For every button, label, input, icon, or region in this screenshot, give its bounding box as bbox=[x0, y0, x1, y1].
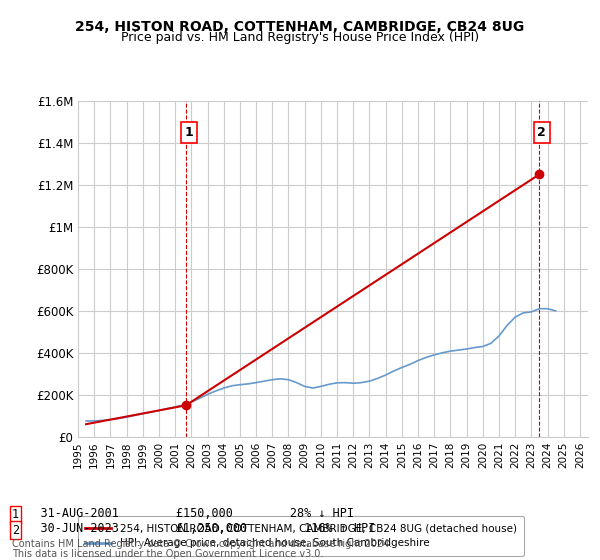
Text: Price paid vs. HM Land Registry's House Price Index (HPI): Price paid vs. HM Land Registry's House … bbox=[121, 31, 479, 44]
Text: 2: 2 bbox=[12, 524, 19, 536]
Text: This data is licensed under the Open Government Licence v3.0.: This data is licensed under the Open Gov… bbox=[12, 549, 323, 559]
Text: 2   30-JUN-2023        £1,250,000        116% ↑ HPI: 2 30-JUN-2023 £1,250,000 116% ↑ HPI bbox=[12, 522, 376, 535]
Text: 1   31-AUG-2001        £150,000        28% ↓ HPI: 1 31-AUG-2001 £150,000 28% ↓ HPI bbox=[12, 507, 354, 520]
Text: 1: 1 bbox=[12, 508, 19, 521]
Text: 254, HISTON ROAD, COTTENHAM, CAMBRIDGE, CB24 8UG: 254, HISTON ROAD, COTTENHAM, CAMBRIDGE, … bbox=[76, 20, 524, 34]
Text: 1: 1 bbox=[185, 126, 194, 139]
Legend: 254, HISTON ROAD, COTTENHAM, CAMBRIDGE, CB24 8UG (detached house), HPI: Average : 254, HISTON ROAD, COTTENHAM, CAMBRIDGE, … bbox=[78, 516, 524, 556]
Text: 2: 2 bbox=[538, 126, 546, 139]
Text: Contains HM Land Registry data © Crown copyright and database right 2024.: Contains HM Land Registry data © Crown c… bbox=[12, 539, 392, 549]
